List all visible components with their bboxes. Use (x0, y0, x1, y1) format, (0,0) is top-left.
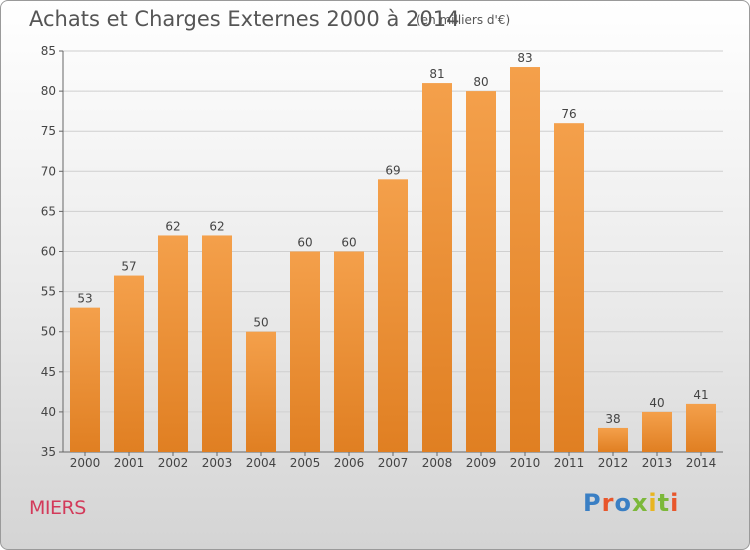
bar[interactable] (466, 91, 496, 452)
bar-value-label: 83 (517, 51, 532, 65)
x-tick-label: 2010 (510, 456, 541, 470)
y-tick-label: 65 (41, 204, 56, 218)
x-tick-label: 2008 (422, 456, 453, 470)
bar[interactable] (422, 83, 452, 452)
x-tick-label: 2014 (686, 456, 717, 470)
x-tick-label: 2013 (642, 456, 673, 470)
bar[interactable] (686, 403, 716, 452)
bar[interactable] (158, 235, 188, 452)
bar[interactable] (510, 67, 540, 452)
x-tick-label: 2012 (598, 456, 629, 470)
y-tick-label: 70 (41, 164, 56, 178)
bar-value-label: 60 (341, 236, 356, 250)
x-tick-label: 2003 (202, 456, 233, 470)
bar[interactable] (334, 251, 364, 453)
y-tick-label: 85 (41, 44, 56, 58)
y-tick-label: 45 (41, 365, 56, 379)
logo-letter: r (601, 489, 615, 517)
bar[interactable] (114, 275, 144, 452)
bar[interactable] (290, 251, 320, 453)
bar[interactable] (598, 427, 628, 452)
y-tick-label: 75 (41, 124, 56, 138)
bar[interactable] (642, 411, 672, 452)
y-tick-label: 50 (41, 325, 56, 339)
place-name: MIERS (29, 497, 86, 519)
bar[interactable] (378, 179, 408, 452)
proxiti-logo[interactable]: Proxiti (583, 489, 679, 517)
bar-value-label: 57 (121, 260, 136, 274)
logo-letter: P (583, 489, 602, 517)
logo-letter: o (614, 489, 632, 517)
bar-value-label: 76 (561, 107, 576, 121)
bar-value-label: 60 (297, 236, 312, 250)
y-tick-label: 60 (41, 245, 56, 259)
bar[interactable] (246, 331, 276, 452)
logo-letter: i (670, 489, 680, 517)
bar-value-label: 50 (253, 316, 268, 330)
bar[interactable] (70, 307, 100, 452)
logo-letter: i (648, 489, 658, 517)
x-tick-label: 2011 (554, 456, 585, 470)
x-tick-label: 2006 (334, 456, 365, 470)
bar-value-label: 62 (165, 219, 180, 233)
y-tick-label: 40 (41, 405, 56, 419)
bar-value-label: 53 (77, 292, 92, 306)
x-tick-label: 2007 (378, 456, 409, 470)
chart-subtitle: (en milliers d'€) (416, 13, 511, 27)
bar-value-label: 38 (605, 412, 620, 426)
y-tick-label: 35 (41, 445, 56, 459)
bar-value-label: 80 (473, 75, 488, 89)
y-tick-label: 55 (41, 285, 56, 299)
x-tick-label: 2000 (70, 456, 101, 470)
bar-value-label: 81 (429, 67, 444, 81)
x-tick-label: 2009 (466, 456, 497, 470)
bar-value-label: 40 (649, 396, 664, 410)
bar[interactable] (202, 235, 232, 452)
x-tick-label: 2005 (290, 456, 321, 470)
x-tick-label: 2002 (158, 456, 189, 470)
bar-value-label: 69 (385, 163, 400, 177)
bar-value-label: 41 (693, 388, 708, 402)
bar[interactable] (554, 123, 584, 453)
bar-value-label: 62 (209, 219, 224, 233)
x-tick-label: 2001 (114, 456, 145, 470)
logo-letter: x (631, 489, 649, 517)
x-tick-label: 2004 (246, 456, 277, 470)
logo-letter: t (657, 489, 671, 517)
y-tick-label: 80 (41, 84, 56, 98)
chart-title: Achats et Charges Externes 2000 à 2014 (29, 7, 460, 31)
